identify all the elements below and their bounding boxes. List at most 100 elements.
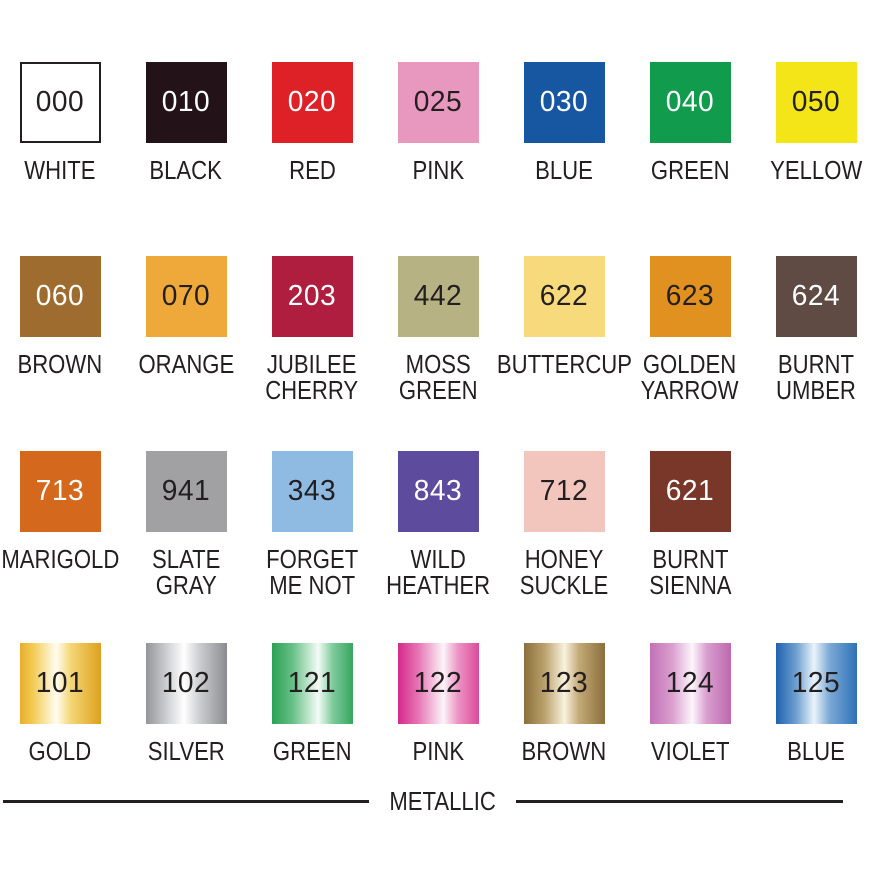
swatch-cell-843: 843 WILD HEATHER [375, 451, 501, 598]
swatch-name: BUTTERCUP [496, 349, 632, 379]
metallic-label: METALLIC [389, 785, 496, 816]
swatch-name: MARIGOLD [1, 544, 119, 574]
swatch-cell-713: 713 MARIGOLD [0, 451, 123, 598]
swatch-101-gold: 101 [19, 643, 101, 724]
swatch-cell-000: 000 WHITE [0, 62, 123, 183]
swatch-cell-125: 125 BLUE [753, 643, 879, 764]
swatch-code: 040 [665, 86, 715, 118]
swatch-name: WHITE [24, 155, 96, 185]
swatch-name: BLUE [535, 155, 593, 185]
swatch-code: 623 [665, 280, 715, 312]
swatch-622-buttercup: 622 [523, 256, 605, 337]
swatch-cell-030: 030 BLUE [501, 62, 627, 183]
swatch-code: 101 [35, 667, 85, 699]
metallic-divider: METALLIC [0, 786, 884, 816]
swatch-name: GREEN [650, 155, 730, 185]
swatch-203-jubilee-cherry: 203 [271, 256, 353, 337]
swatch-row-4: 101 GOLD 102 SILVER 121 GREEN 122 PINK 123 BROWN 1… [0, 643, 884, 764]
swatch-name: PINK [412, 736, 464, 766]
swatch-cell-442: 442 MOSS GREEN [375, 256, 501, 403]
swatch-cell-343: 343 FORGET ME NOT [249, 451, 375, 598]
swatch-code: 442 [413, 280, 463, 312]
swatch-343-forget-me-not: 343 [271, 451, 353, 532]
swatch-name: WILD HEATHER [386, 544, 490, 600]
swatch-cell-050: 050 YELLOW [753, 62, 879, 183]
swatch-name: VIOLET [650, 736, 730, 766]
swatch-name: FORGET ME NOT [265, 544, 359, 600]
swatch-code: 624 [791, 280, 841, 312]
swatch-cell-624: 624 BURNT UMBER [753, 256, 879, 403]
swatch-cell-040: 040 GREEN [627, 62, 753, 183]
swatch-code: 621 [665, 475, 715, 507]
swatch-name: JUBILEE CHERRY [265, 349, 359, 405]
swatch-name: SILVER [147, 736, 225, 766]
swatch-cell-010: 010 BLACK [123, 62, 249, 183]
swatch-code: 941 [161, 475, 211, 507]
swatch-125-blue: 125 [775, 643, 857, 724]
swatch-name: GOLDEN YARROW [641, 349, 739, 405]
swatch-name: BURNT SIENNA [648, 544, 732, 600]
swatch-cell-123: 123 BROWN [501, 643, 627, 764]
swatch-122-pink: 122 [397, 643, 479, 724]
swatch-code: 060 [35, 280, 85, 312]
swatch-name: BLUE [787, 736, 845, 766]
swatch-cell-102: 102 SILVER [123, 643, 249, 764]
swatch-code: 123 [539, 667, 589, 699]
swatch-code: 121 [287, 667, 337, 699]
divider-line-left [3, 799, 369, 803]
swatch-code: 124 [665, 667, 715, 699]
swatch-cell-070: 070 ORANGE [123, 256, 249, 403]
swatch-code: 025 [413, 86, 463, 118]
swatch-code: 203 [287, 280, 337, 312]
swatch-cell-060: 060 BROWN [0, 256, 123, 403]
swatch-cell-020: 020 RED [249, 62, 375, 183]
swatch-cell-623: 623 GOLDEN YARROW [627, 256, 753, 403]
swatch-row-1: 000 WHITE 010 BLACK 020 RED 025 PINK 030 BLUE 040 G… [0, 62, 884, 183]
swatch-name: HONEY SUCKLE [519, 544, 609, 600]
swatch-code: 122 [413, 667, 463, 699]
swatch-name: SLATE GRAY [151, 544, 221, 600]
swatch-name: BURNT UMBER [776, 349, 856, 405]
swatch-code: 000 [35, 86, 85, 118]
swatch-name: GREEN [272, 736, 352, 766]
swatch-code: 125 [791, 667, 841, 699]
swatch-cell-621: 621 BURNT SIENNA [627, 451, 753, 598]
swatch-cell-122: 122 PINK [375, 643, 501, 764]
swatch-712-honey-suckle: 712 [523, 451, 605, 532]
swatch-code: 030 [539, 86, 589, 118]
swatch-124-violet: 124 [649, 643, 731, 724]
swatch-cell-941: 941 SLATE GRAY [123, 451, 249, 598]
swatch-cell-622: 622 BUTTERCUP [496, 256, 632, 403]
swatch-code: 343 [287, 475, 337, 507]
swatch-621-burnt-sienna: 621 [649, 451, 731, 532]
swatch-102-silver: 102 [145, 643, 227, 724]
swatch-623-golden-yarrow: 623 [649, 256, 731, 337]
swatch-name: GOLD [28, 736, 92, 766]
swatch-name: ORANGE [138, 349, 234, 379]
swatch-020-red: 020 [271, 62, 353, 143]
swatch-060-brown: 060 [19, 256, 101, 337]
swatch-code: 010 [161, 86, 211, 118]
swatch-code: 713 [35, 475, 85, 507]
swatch-code: 050 [791, 86, 841, 118]
swatch-070-orange: 070 [145, 256, 227, 337]
swatch-624-burnt-umber: 624 [775, 256, 857, 337]
swatch-cell-025: 025 PINK [375, 62, 501, 183]
swatch-cell-712: 712 HONEY SUCKLE [501, 451, 627, 598]
swatch-941-slate-gray: 941 [145, 451, 227, 532]
swatch-name: PINK [412, 155, 464, 185]
swatch-442-moss-green: 442 [397, 256, 479, 337]
swatch-121-green: 121 [271, 643, 353, 724]
swatch-row-3: 713 MARIGOLD 941 SLATE GRAY 343 FORGET ME NOT 84… [0, 451, 884, 598]
swatch-name: RED [288, 155, 336, 185]
swatch-name: BROWN [521, 736, 607, 766]
swatch-name: BROWN [17, 349, 103, 379]
swatch-name: YELLOW [769, 155, 863, 185]
swatch-010-black: 010 [145, 62, 227, 143]
swatch-050-yellow: 050 [775, 62, 857, 143]
swatch-843-wild-heather: 843 [397, 451, 479, 532]
swatch-code: 843 [413, 475, 463, 507]
swatch-row-2: 060 BROWN 070 ORANGE 203 JUBILEE CHERRY 442 MOSS… [0, 256, 884, 403]
swatch-code: 020 [287, 86, 337, 118]
